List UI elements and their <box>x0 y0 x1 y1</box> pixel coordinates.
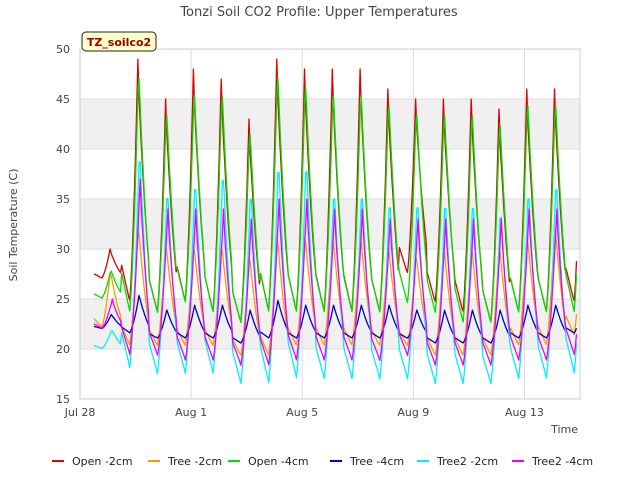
y-tick-label: 30 <box>56 243 70 256</box>
legend-label: Open -4cm <box>248 455 309 468</box>
series-line <box>93 178 578 366</box>
legend: Open -2cm Tree -2cm Open -4cm Tree -4cm Tree… <box>52 455 593 468</box>
y-tick-label: 20 <box>56 343 70 356</box>
x-axis-label: Time <box>550 423 578 436</box>
series-line <box>93 77 578 324</box>
legend-label: Open -2cm <box>72 455 133 468</box>
x-tick-label: Jul 28 <box>64 406 96 419</box>
legend-label: Tree -2cm <box>167 455 222 468</box>
y-tick-label: 15 <box>56 393 70 406</box>
y-tick-label: 25 <box>56 293 70 306</box>
annotation-box: TZ_soilco2 <box>81 31 157 52</box>
series-line <box>93 294 578 344</box>
legend-label: Tree2 -2cm <box>436 455 498 468</box>
legend-label: Tree -4cm <box>349 455 404 468</box>
y-tick-label: 35 <box>56 193 70 206</box>
plot-area: 15 20 25 30 35 40 45 50 Jul 28 Aug 1 Aug 5 Aug 9 Aug… <box>56 43 581 419</box>
plot-frame <box>79 48 581 400</box>
y-axis-label: Soil Temperature (C) <box>7 169 20 282</box>
y-tick-label: 50 <box>56 43 70 56</box>
y-tick-label: 40 <box>56 143 70 156</box>
x-tick-label: Aug 5 <box>286 406 318 419</box>
chart-title: Tonzi Soil CO2 Profile: Upper Temperatur… <box>179 5 458 20</box>
annotation-label: TZ_soilco2 <box>87 36 151 49</box>
y-tick-label: 45 <box>56 93 70 106</box>
x-tick-label: Aug 1 <box>175 406 207 419</box>
legend-label: Tree2 -4cm <box>531 455 593 468</box>
x-tick-label: Aug 13 <box>505 406 544 419</box>
x-tick-label: Aug 9 <box>397 406 429 419</box>
